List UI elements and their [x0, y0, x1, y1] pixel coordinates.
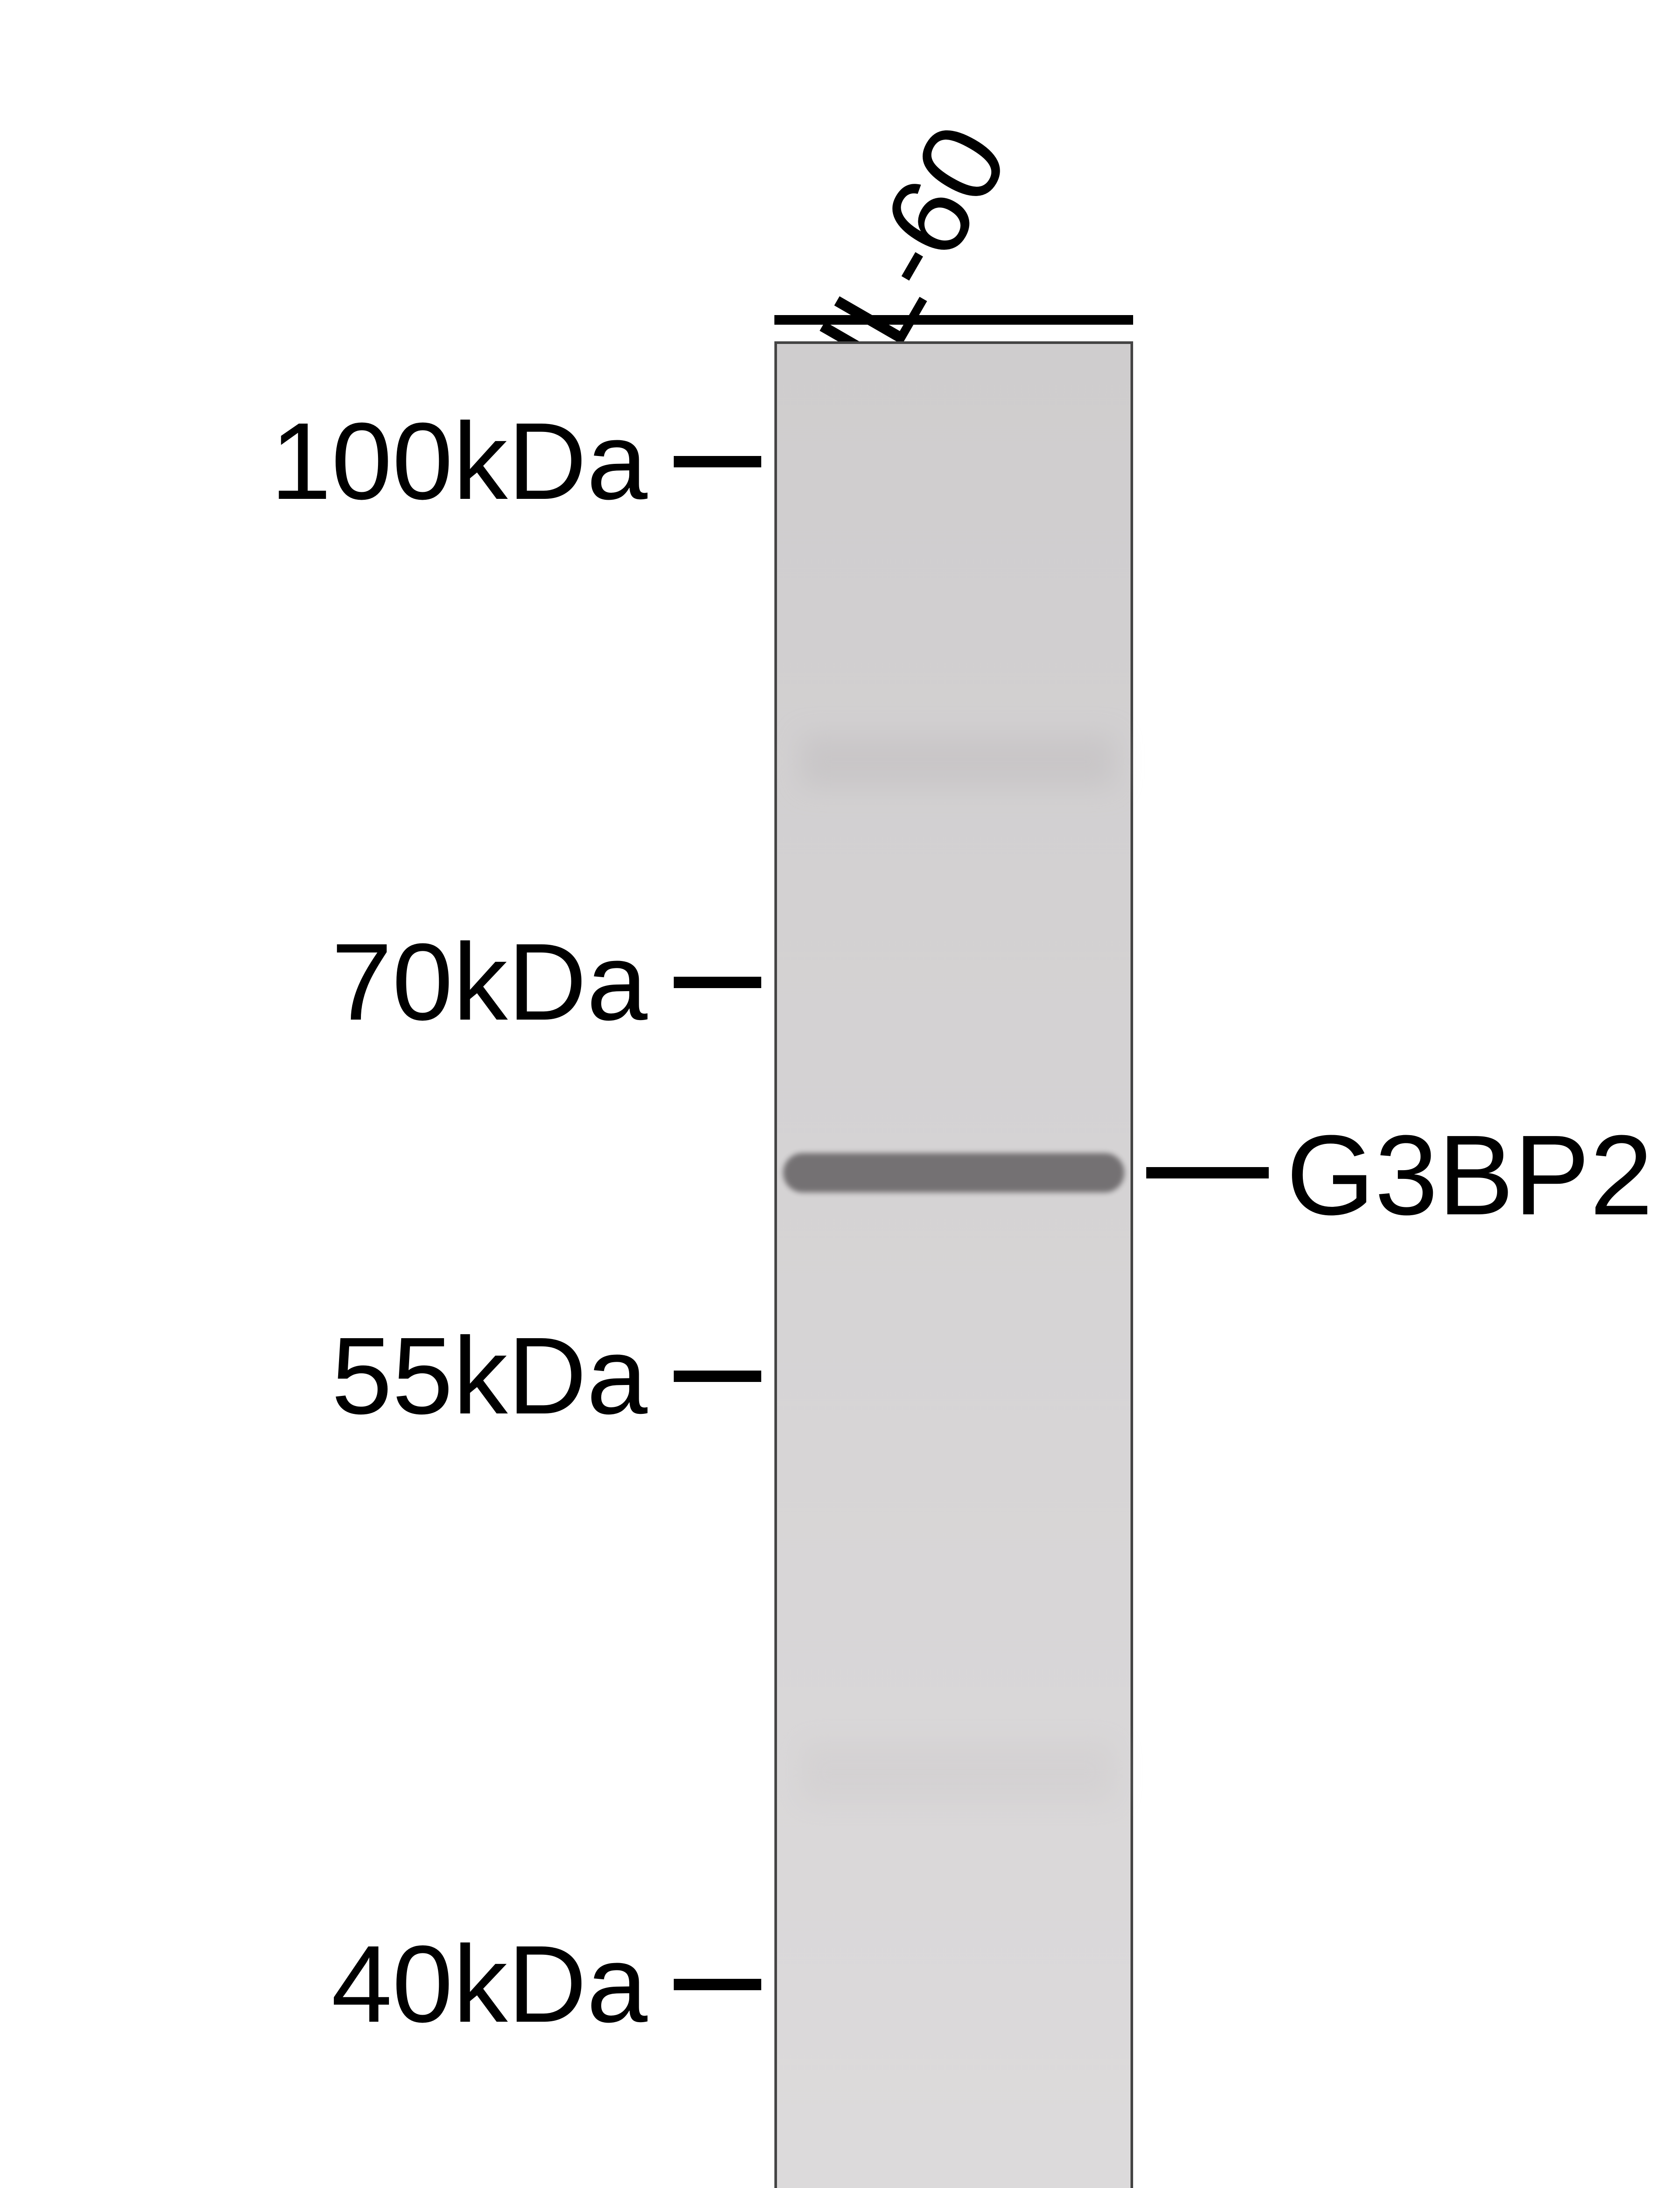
mw-label: 55kDa [0, 1313, 648, 1438]
band-label-tick [1146, 1167, 1269, 1178]
mw-tick [674, 1371, 761, 1382]
protein-band-g3bp2 [783, 1153, 1124, 1192]
mw-tick [674, 977, 761, 988]
lane-smudge [801, 735, 1116, 788]
mw-label: 70kDa [0, 919, 648, 1045]
gel-lane [774, 341, 1133, 2188]
mw-label: 100kDa [0, 398, 648, 524]
mw-label: 40kDa [0, 1921, 648, 2047]
western-blot-figure: HL-60 100kDa70kDa55kDa40kDa35kDa25kDa G3… [0, 0, 1680, 2188]
mw-tick [674, 1979, 761, 1990]
lane-smudge [801, 1742, 1116, 1803]
band-label: G3BP2 [1286, 1110, 1653, 1241]
mw-tick [674, 456, 761, 467]
lane-header-underline [774, 315, 1133, 325]
